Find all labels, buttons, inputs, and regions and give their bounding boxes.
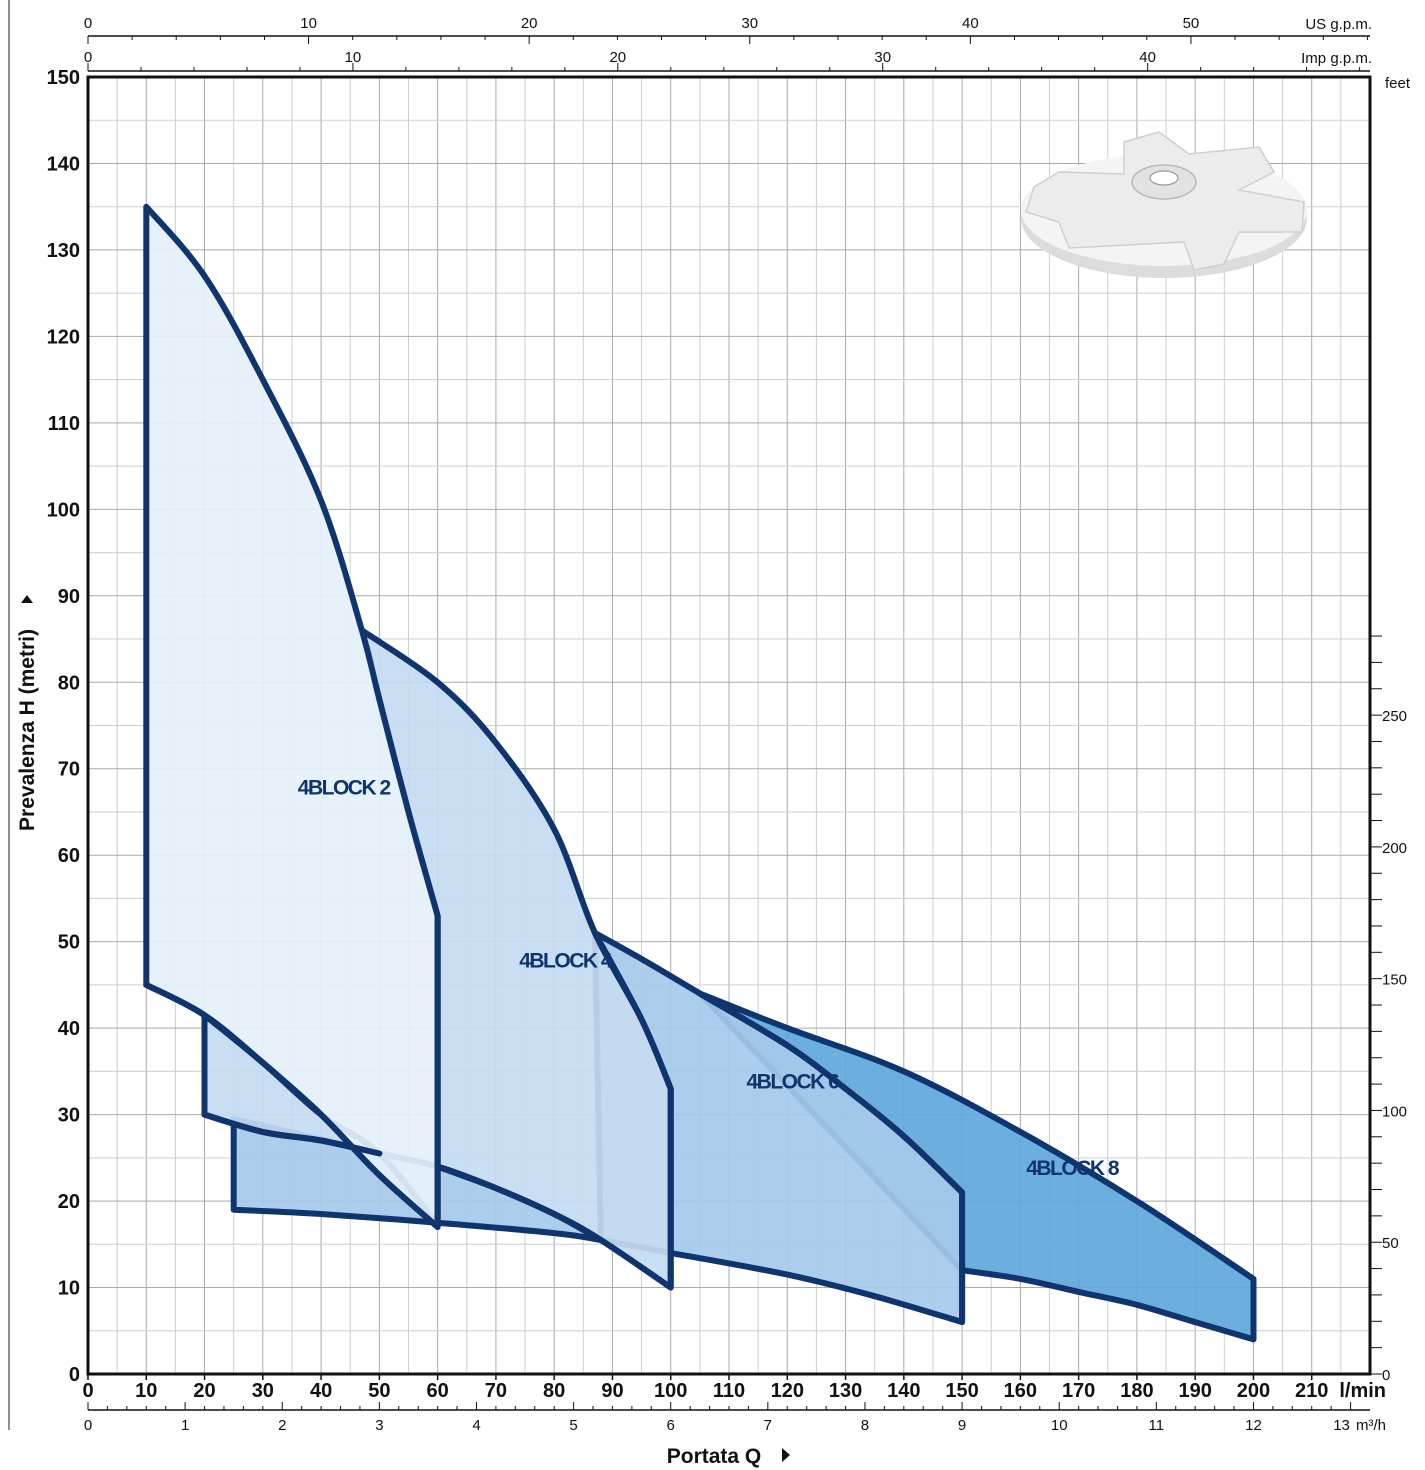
m3h-tick-label: 4 (472, 1417, 480, 1434)
y-tick-label: 10 (58, 1278, 80, 1300)
y-tick-label: 60 (58, 845, 80, 867)
series-areas (143, 203, 1257, 1343)
us-gpm-tick-label: 20 (521, 15, 538, 32)
m3h-tick-label: 5 (569, 1417, 577, 1434)
imp-gpm-tick-label: 40 (1139, 49, 1156, 66)
x-tick-label: 180 (1120, 1380, 1153, 1402)
x-axis-label: Portata Q (667, 1445, 762, 1468)
x-tick-label: 70 (485, 1380, 507, 1402)
curve-outline (592, 930, 674, 1092)
imp-gpm-label: Imp g.p.m. (1301, 50, 1372, 67)
x-tick-label: 170 (1062, 1380, 1095, 1402)
m3h-tick-label: 2 (278, 1417, 286, 1434)
m3h-tick-label: 7 (764, 1417, 772, 1434)
y-tick-label: 70 (58, 759, 80, 781)
m3h-label: m³/h (1356, 1417, 1386, 1434)
y-axis-title: Prevalenza H (metri) (16, 595, 39, 831)
y-tick-label: 50 (58, 932, 80, 954)
curve-outline (143, 981, 441, 1230)
curve-outline (201, 1111, 383, 1157)
feet-tick-label: 50 (1382, 1235, 1399, 1252)
x-tick-label: 80 (543, 1380, 565, 1402)
y-tick-label: 100 (47, 499, 80, 521)
m3h-tick-label: 8 (861, 1417, 869, 1434)
x-axis-title: Portata Q (667, 1445, 790, 1468)
y-tick-label: 130 (47, 240, 80, 262)
feet-tick-label: 0 (1382, 1367, 1390, 1384)
m3h-tick-label: 6 (667, 1417, 675, 1434)
m3h-tick-label: 11 (1149, 1417, 1165, 1434)
us-gpm-tick-label: 30 (741, 15, 758, 32)
x-tick-label: 10 (135, 1380, 157, 1402)
imp-gpm-tick-label: 0 (84, 49, 92, 66)
x-tick-label: 120 (771, 1380, 804, 1402)
y-tick-label: 40 (58, 1018, 80, 1040)
m3h-tick-label: 1 (181, 1417, 189, 1434)
us-gpm-label: US g.p.m. (1305, 16, 1372, 33)
us-gpm-tick-label: 10 (300, 15, 317, 32)
m3h-tick-label: 12 (1245, 1417, 1262, 1434)
x-tick-label: 0 (82, 1380, 93, 1402)
imp-gpm-tick-label: 10 (345, 49, 362, 66)
x-tick-label: 150 (945, 1380, 978, 1402)
imp-gpm-tick-label: 30 (874, 49, 891, 66)
x-tick-label: 20 (193, 1380, 215, 1402)
feet-tick-label: 100 (1382, 1103, 1407, 1120)
us-gpm-tick-label: 40 (962, 15, 979, 32)
y-tick-label: 20 (58, 1191, 80, 1213)
x-tick-label: 130 (829, 1380, 862, 1402)
x-tick-label: 40 (310, 1380, 332, 1402)
x-tick-label: 200 (1237, 1380, 1270, 1402)
y-axis-label: Prevalenza H (metri) (16, 629, 39, 831)
series-label-4block-2: 4BLOCK 2 (298, 777, 391, 800)
feet-tick-label: 200 (1382, 840, 1407, 857)
impeller-image (1021, 131, 1307, 278)
series-labels: 4BLOCK 2 4BLOCK 4 4BLOCK 6 4BLOCK 8 (298, 777, 1122, 1180)
y-axis-arrow-icon (21, 595, 33, 603)
x-axis-arrow-icon (782, 1448, 790, 1462)
feet-label: feet (1385, 75, 1411, 92)
y-tick-label: 110 (48, 413, 80, 435)
y-tick-label: 150 (47, 67, 80, 89)
m3h-tick-label: 0 (84, 1417, 92, 1434)
y-tick-label: 90 (58, 586, 80, 608)
y-tick-label: 140 (47, 153, 80, 175)
m3h-tick-label: 13 (1333, 1417, 1350, 1434)
x-tick-label: 190 (1178, 1380, 1211, 1402)
imp-gpm-tick-label: 20 (609, 49, 626, 66)
y-tick-label: 120 (47, 326, 80, 348)
x-tick-label: 100 (654, 1380, 687, 1402)
x-tick-label: 140 (887, 1380, 920, 1402)
series-label-4block-6: 4BLOCK 6 (746, 1071, 839, 1094)
x-tick-label: 60 (427, 1380, 449, 1402)
m3h-tick-label: 3 (375, 1417, 383, 1434)
us-gpm-tick-label: 50 (1183, 15, 1200, 32)
series-label-4block-4: 4BLOCK 4 (519, 950, 613, 973)
y-tick-label: 0 (69, 1364, 80, 1386)
x-unit-label: l/min (1339, 1380, 1386, 1402)
curve-outline (434, 1163, 674, 1291)
y-tick-label: 80 (58, 672, 80, 694)
y-tick-label: 30 (58, 1105, 80, 1127)
x-tick-label: 50 (368, 1380, 390, 1402)
x-tick-label: 160 (1004, 1380, 1037, 1402)
m3h-tick-label: 9 (958, 1417, 966, 1434)
feet-tick-label: 250 (1382, 708, 1407, 725)
x-tick-label: 90 (601, 1380, 623, 1402)
us-gpm-tick-label: 0 (84, 15, 92, 32)
x-tick-label: 110 (713, 1380, 745, 1402)
x-tick-label: 30 (252, 1380, 274, 1402)
m3h-tick-label: 10 (1051, 1417, 1068, 1434)
x-tick-label: 210 (1295, 1380, 1328, 1402)
series-label-4block-8: 4BLOCK 8 (1026, 1157, 1120, 1180)
feet-tick-label: 150 (1382, 972, 1407, 989)
curve-outline (696, 990, 966, 1196)
axes: 0 10 20 30 40 50 60 70 80 90 100 110 120 130 140 150 160… (47, 15, 1407, 1434)
